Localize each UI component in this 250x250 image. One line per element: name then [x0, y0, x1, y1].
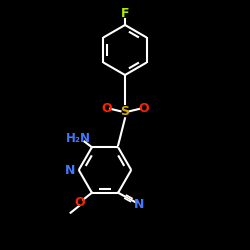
Text: O: O: [74, 196, 85, 209]
Text: F: F: [121, 7, 129, 20]
Text: N: N: [134, 198, 144, 211]
Text: H₂N: H₂N: [66, 132, 90, 145]
Text: S: S: [120, 105, 130, 118]
Text: N: N: [64, 164, 75, 176]
Text: O: O: [101, 102, 112, 115]
Text: O: O: [138, 102, 149, 115]
